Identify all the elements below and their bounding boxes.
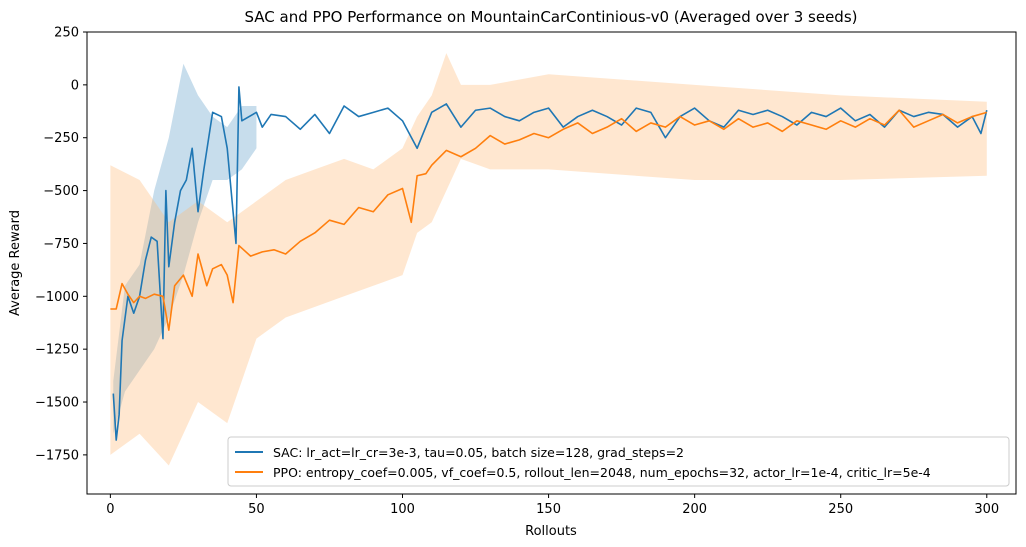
x-tick-label: 200: [682, 502, 707, 517]
y-tick-label: −1750: [35, 448, 79, 463]
plot-frame: [86, 31, 1017, 495]
x-tick-label: 250: [828, 502, 853, 517]
y-tick-label: −500: [43, 184, 79, 199]
series-line-ppo: [110, 109, 988, 331]
legend-box: [227, 436, 1010, 487]
y-tick-label: −1500: [35, 396, 79, 411]
x-tick-label: 300: [974, 502, 999, 517]
x-axis: 0 50 100 150 200 250 300: [106, 494, 999, 517]
legend-label-ppo: PPO: entropy_coef=0.005, vf_coef=0.5, ro…: [273, 465, 931, 480]
y-tick-label: −250: [43, 131, 79, 146]
x-axis-label: Rollouts: [525, 524, 577, 539]
confidence-band-sac: [113, 63, 257, 434]
y-tick-label: −1250: [35, 343, 79, 358]
confidence-band-ppo: [110, 53, 987, 466]
confidence-bands: [110, 53, 987, 466]
chart-title: SAC and PPO Performance on MountainCarCo…: [245, 8, 858, 26]
x-tick-label: 0: [106, 502, 114, 517]
y-tick-label: −750: [43, 237, 79, 252]
y-axis-label: Average Reward: [8, 210, 23, 316]
legend: SAC: lr_act=lr_cr=3e-3, tau=0.05, batch …: [227, 436, 1010, 487]
y-tick-label: 0: [71, 78, 79, 93]
series-lines: [110, 86, 988, 441]
y-tick-label: −1000: [35, 290, 79, 305]
x-tick-label: 150: [536, 502, 561, 517]
series-line-sac: [112, 86, 988, 441]
x-tick-label: 100: [390, 502, 415, 517]
legend-label-sac: SAC: lr_act=lr_cr=3e-3, tau=0.05, batch …: [273, 445, 684, 460]
y-tick-label: 250: [54, 26, 79, 41]
y-axis: 250 0 −250 −500 −750 −1000 −1250 −1500 −1750: [35, 26, 87, 463]
x-tick-label: 50: [248, 502, 265, 517]
